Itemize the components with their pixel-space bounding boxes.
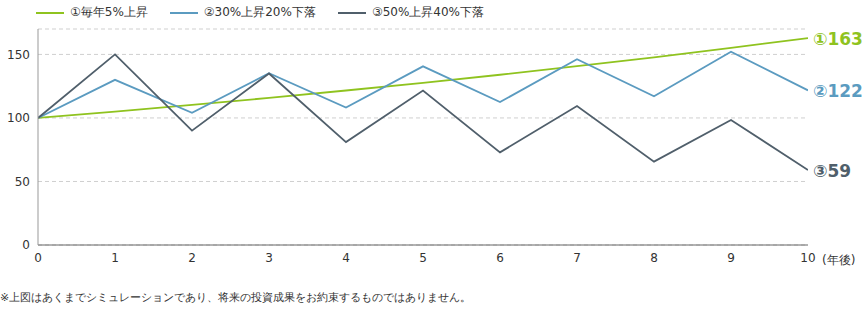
svg-text:③59: ③59 bbox=[813, 161, 851, 181]
svg-text:150: 150 bbox=[8, 48, 30, 62]
svg-text:50: 50 bbox=[15, 175, 30, 189]
svg-text:2: 2 bbox=[188, 251, 196, 265]
html-text:②30%上昇20%下落: ②30%上昇20%下落 bbox=[203, 5, 316, 19]
svg-text:②122: ②122 bbox=[813, 81, 860, 101]
svg-text:5: 5 bbox=[419, 251, 427, 265]
html-text:①毎年5%上昇: ①毎年5%上昇 bbox=[70, 5, 148, 19]
svg-text:0: 0 bbox=[22, 238, 30, 252]
svg-text:3: 3 bbox=[265, 251, 273, 265]
svg-text:1: 1 bbox=[111, 251, 119, 265]
svg-text:7: 7 bbox=[573, 251, 581, 265]
html-text:③50%上昇40%下落: ③50%上昇40%下落 bbox=[371, 5, 484, 19]
svg-text:6: 6 bbox=[496, 251, 504, 265]
html-text:※上図はあくまでシミュレーションであり、将来の投資成果をお約: ※上図はあくまでシミュレーションであり、将来の投資成果をお約束するものではありま… bbox=[0, 291, 472, 304]
svg-text:①163: ①163 bbox=[813, 29, 860, 49]
svg-text:4: 4 bbox=[342, 251, 350, 265]
svg-text:0: 0 bbox=[34, 251, 42, 265]
svg-text:(年後): (年後) bbox=[822, 253, 855, 267]
svg-text:9: 9 bbox=[727, 251, 735, 265]
svg-text:10: 10 bbox=[800, 251, 815, 265]
svg-text:100: 100 bbox=[8, 111, 30, 125]
svg-text:8: 8 bbox=[650, 251, 658, 265]
